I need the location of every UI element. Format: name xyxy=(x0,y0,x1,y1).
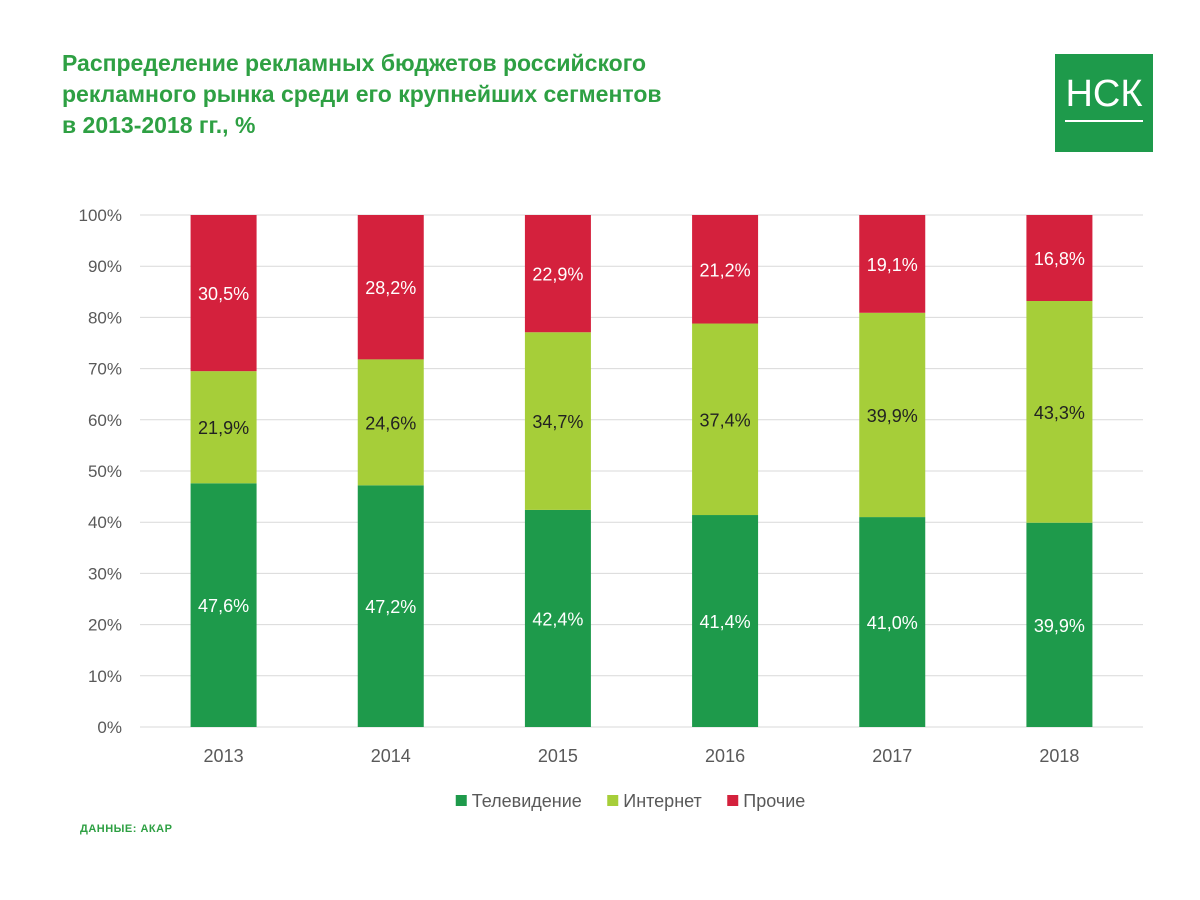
legend-swatch xyxy=(455,795,467,806)
y-tick-label: 0% xyxy=(97,718,122,737)
x-tick-label: 2016 xyxy=(705,746,745,766)
data-label: 47,2% xyxy=(365,597,416,617)
bar-segment xyxy=(692,515,759,727)
y-tick-label: 40% xyxy=(88,513,122,532)
bar-segment xyxy=(357,359,424,486)
title-line-1: Распределение рекламных бюджетов российс… xyxy=(62,50,647,76)
y-tick-label: 10% xyxy=(88,667,122,686)
x-tick-label: 2014 xyxy=(371,746,411,766)
bar-segment xyxy=(190,215,257,372)
bar-segment xyxy=(1026,301,1093,523)
data-label: 43,3% xyxy=(1034,403,1085,423)
bar-segment xyxy=(190,371,257,484)
data-label: 39,9% xyxy=(1034,616,1085,636)
y-tick-label: 90% xyxy=(88,257,122,276)
legend-label: Прочие xyxy=(743,791,805,811)
y-tick-label: 80% xyxy=(88,308,122,327)
data-label: 42,4% xyxy=(532,609,583,629)
legend-label: Телевидение xyxy=(472,791,582,811)
data-label: 41,4% xyxy=(700,612,751,632)
y-tick-label: 100% xyxy=(79,206,122,225)
y-tick-label: 70% xyxy=(88,360,122,379)
logo-text: НСК xyxy=(1065,73,1143,115)
title-line-2: рекламного рынка среди его крупнейших се… xyxy=(62,81,662,107)
bar-segment xyxy=(1026,215,1093,302)
logo-underline xyxy=(1065,120,1143,122)
y-tick-label: 20% xyxy=(88,616,122,635)
data-label: 47,6% xyxy=(198,596,249,616)
data-label: 37,4% xyxy=(700,410,751,430)
data-label: 22,9% xyxy=(532,265,583,285)
chart-title: Распределение рекламных бюджетов российс… xyxy=(62,48,862,141)
data-label: 28,2% xyxy=(365,278,416,298)
legend-swatch xyxy=(727,795,739,806)
x-tick-label: 2018 xyxy=(1039,746,1079,766)
data-label: 16,8% xyxy=(1034,249,1085,269)
bar-segment xyxy=(859,517,926,727)
data-label: 30,5% xyxy=(198,284,249,304)
x-tick-label: 2013 xyxy=(204,746,244,766)
data-label: 39,9% xyxy=(867,406,918,426)
bar-segment xyxy=(524,509,591,727)
x-tick-label: 2015 xyxy=(538,746,578,766)
bar-segment xyxy=(190,483,257,727)
nsk-logo: НСК xyxy=(1055,54,1153,152)
bar-segment xyxy=(357,215,424,360)
bar-segment xyxy=(357,485,424,727)
legend-swatch xyxy=(607,795,619,806)
bar-segment xyxy=(524,332,591,510)
data-source: ДАННЫЕ: АКАР xyxy=(80,823,173,835)
data-label: 41,0% xyxy=(867,613,918,633)
data-label: 21,2% xyxy=(700,260,751,280)
bar-segment xyxy=(692,215,759,324)
y-tick-label: 30% xyxy=(88,564,122,583)
y-tick-label: 50% xyxy=(88,462,122,481)
data-label: 21,9% xyxy=(198,418,249,438)
x-tick-label: 2017 xyxy=(872,746,912,766)
legend-label: Интернет xyxy=(623,791,702,811)
bar-segment xyxy=(1026,522,1093,727)
y-tick-label: 60% xyxy=(88,411,122,430)
bar-segment xyxy=(859,312,926,518)
bar-segment xyxy=(692,323,759,516)
title-line-3: в 2013-2018 гг., % xyxy=(62,112,256,138)
data-label: 34,7% xyxy=(532,412,583,432)
data-label: 24,6% xyxy=(365,413,416,433)
data-label: 19,1% xyxy=(867,255,918,275)
bar-segment xyxy=(524,215,591,333)
bar-segment xyxy=(859,215,926,313)
